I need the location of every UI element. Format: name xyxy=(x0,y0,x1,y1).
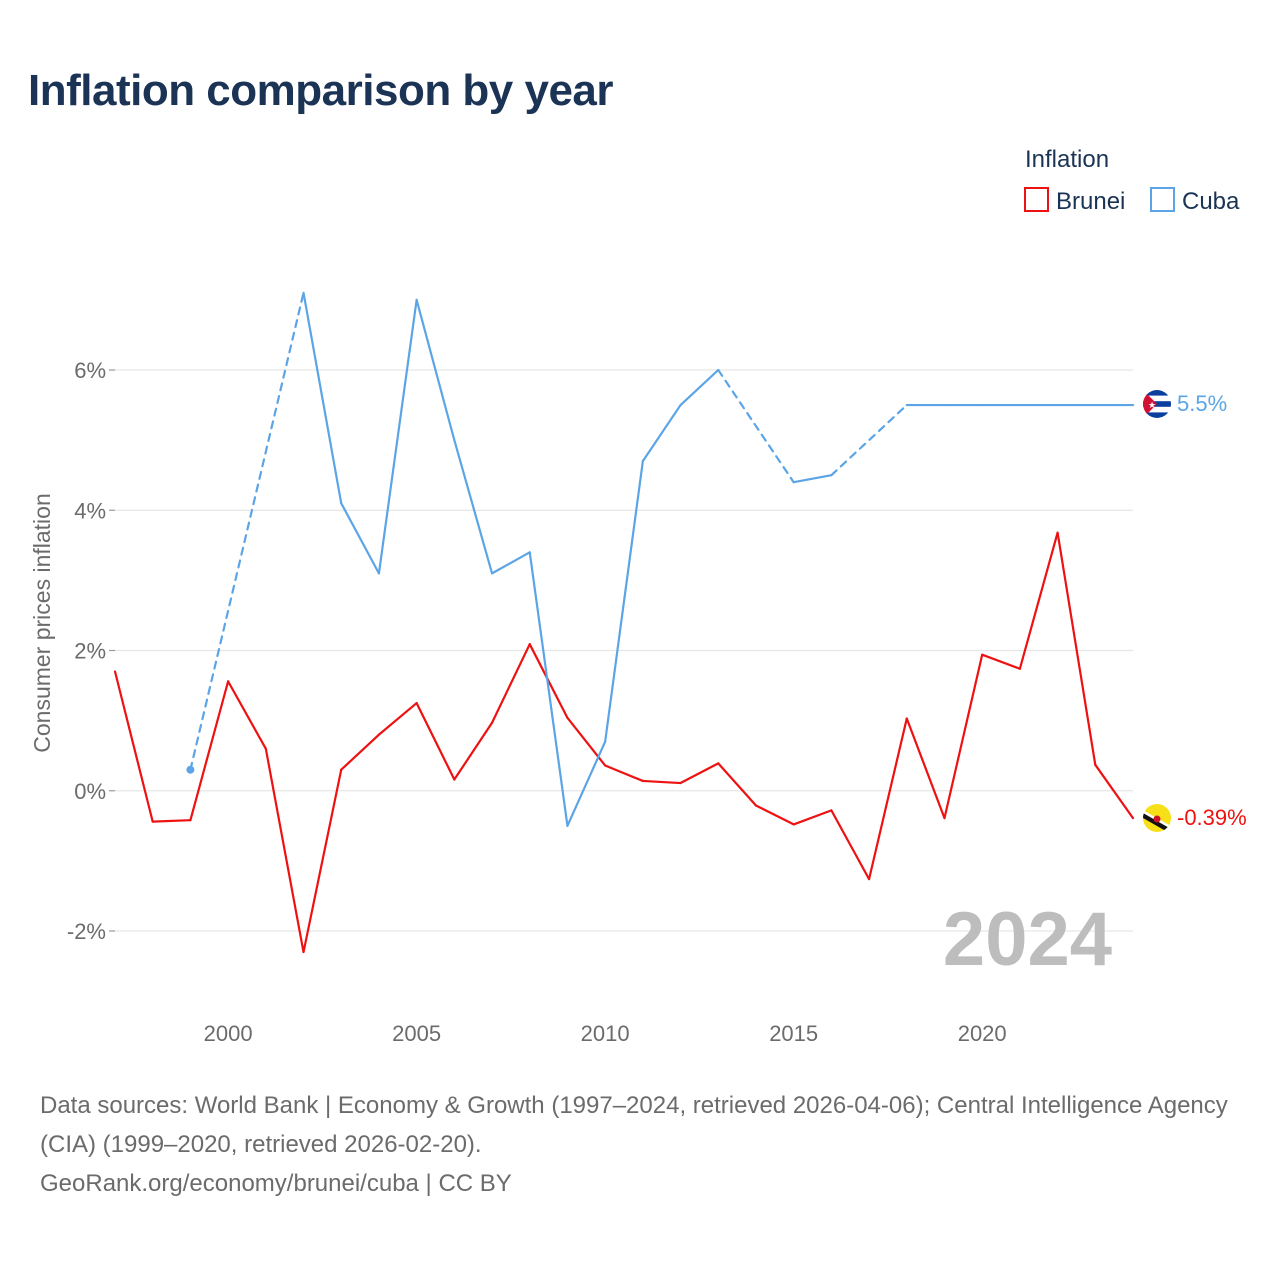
brunei-line-segment xyxy=(528,643,569,719)
x-tick-label: 2015 xyxy=(769,1021,818,1046)
y-tick-label: 2% xyxy=(74,639,106,664)
cuba-line-segment xyxy=(792,474,833,484)
legend: Inflation Brunei Cuba xyxy=(1024,146,1240,215)
brunei-line-segment xyxy=(905,717,946,820)
brunei-line-segment xyxy=(792,809,833,826)
brunei-series xyxy=(113,531,1135,954)
y-tick-label: 6% xyxy=(74,358,106,383)
y-tick-label: 4% xyxy=(74,498,106,523)
brunei-line-segment xyxy=(302,768,343,954)
year-watermark: 2024 xyxy=(943,897,1112,982)
legend-cuba-label[interactable]: Cuba xyxy=(1182,188,1240,215)
credit-link[interactable]: GeoRank.org/economy/brunei/cuba | CC BY xyxy=(40,1170,512,1197)
brunei-end-label: -0.39% xyxy=(1177,805,1247,830)
brunei-line-segment xyxy=(490,643,531,724)
grid-lines xyxy=(115,369,1133,932)
legend-cuba-swatch[interactable] xyxy=(1150,187,1175,212)
brunei-line-segment xyxy=(1056,531,1097,766)
brunei-line-segment xyxy=(227,680,267,750)
brunei-line-segment xyxy=(641,779,682,785)
cuba-line-segment xyxy=(377,298,418,575)
brunei-line-segment xyxy=(604,764,644,783)
x-tick-label: 2005 xyxy=(392,1021,441,1046)
cuba-line-segment xyxy=(528,551,569,827)
brunei-line-segment xyxy=(981,653,1021,670)
brunei-line-segment xyxy=(867,717,908,881)
brunei-line-segment xyxy=(754,804,795,826)
cuba-start-point xyxy=(186,765,195,774)
cuba-line-segment xyxy=(415,298,456,442)
line-chart: -2% 0% 2% 4% 6% 2000 2005 2010 2015 2020 Consume… xyxy=(29,146,1247,1046)
cuba-series xyxy=(186,291,1135,827)
brunei-line-segment xyxy=(679,762,720,785)
legend-brunei-swatch[interactable] xyxy=(1024,187,1049,212)
cuba-end-label: 5.5% xyxy=(1177,391,1227,416)
brunei-line-segment xyxy=(566,716,607,767)
cuba-line-segment xyxy=(302,291,343,505)
x-tick-label: 2010 xyxy=(581,1021,630,1046)
brunei-line-segment xyxy=(113,670,154,823)
data-sources-text: Data sources: World Bank | Economy & Gro… xyxy=(40,1092,1228,1158)
svg-text:★: ★ xyxy=(1148,401,1156,411)
cuba-line-segment xyxy=(717,368,795,484)
source-note: Data sources: World Bank | Economy & Gro… xyxy=(40,1086,1240,1203)
brunei-line-segment xyxy=(377,701,418,736)
series-group xyxy=(113,291,1135,954)
y-tick-label: 0% xyxy=(74,779,106,804)
brunei-line-segment xyxy=(453,721,494,781)
cuba-line-segment xyxy=(189,291,305,771)
cuba-line-segment xyxy=(340,502,381,575)
brunei-line-segment xyxy=(151,819,192,823)
x-tick-label: 2000 xyxy=(204,1021,253,1046)
chart-title: Inflation comparison by year xyxy=(28,66,614,115)
cuba-line-segment xyxy=(641,403,682,463)
brunei-line-segment xyxy=(264,747,305,954)
cuba-line-segment xyxy=(566,740,607,827)
brunei-flag-icon xyxy=(1143,804,1171,832)
cuba-line-segment xyxy=(679,368,720,407)
y-axis-ticks: -2% 0% 2% 4% 6% xyxy=(67,358,115,944)
brunei-line-segment xyxy=(340,733,381,771)
brunei-line-segment xyxy=(1094,763,1135,820)
brunei-line-segment xyxy=(189,680,230,822)
brunei-line-segment xyxy=(943,653,984,820)
brunei-line-segment xyxy=(830,809,871,881)
legend-brunei-label[interactable]: Brunei xyxy=(1056,188,1125,215)
brunei-line-segment xyxy=(1018,531,1059,670)
cuba-line-segment xyxy=(490,551,531,575)
y-axis-label: Consumer prices inflation xyxy=(29,493,55,753)
end-markers: ★ 5.5% -0.39% xyxy=(1143,390,1247,832)
x-axis-ticks: 2000 2005 2010 2015 2020 xyxy=(204,1021,1007,1046)
cuba-line-segment xyxy=(604,460,644,743)
cuba-flag-icon: ★ xyxy=(1143,390,1171,418)
cuba-line-segment xyxy=(830,403,908,477)
y-tick-label: -2% xyxy=(67,919,106,944)
cuba-line-segment xyxy=(453,439,494,575)
brunei-line-segment xyxy=(415,701,456,781)
legend-title: Inflation xyxy=(1025,146,1109,173)
brunei-line-segment xyxy=(717,762,758,807)
x-tick-label: 2020 xyxy=(958,1021,1007,1046)
